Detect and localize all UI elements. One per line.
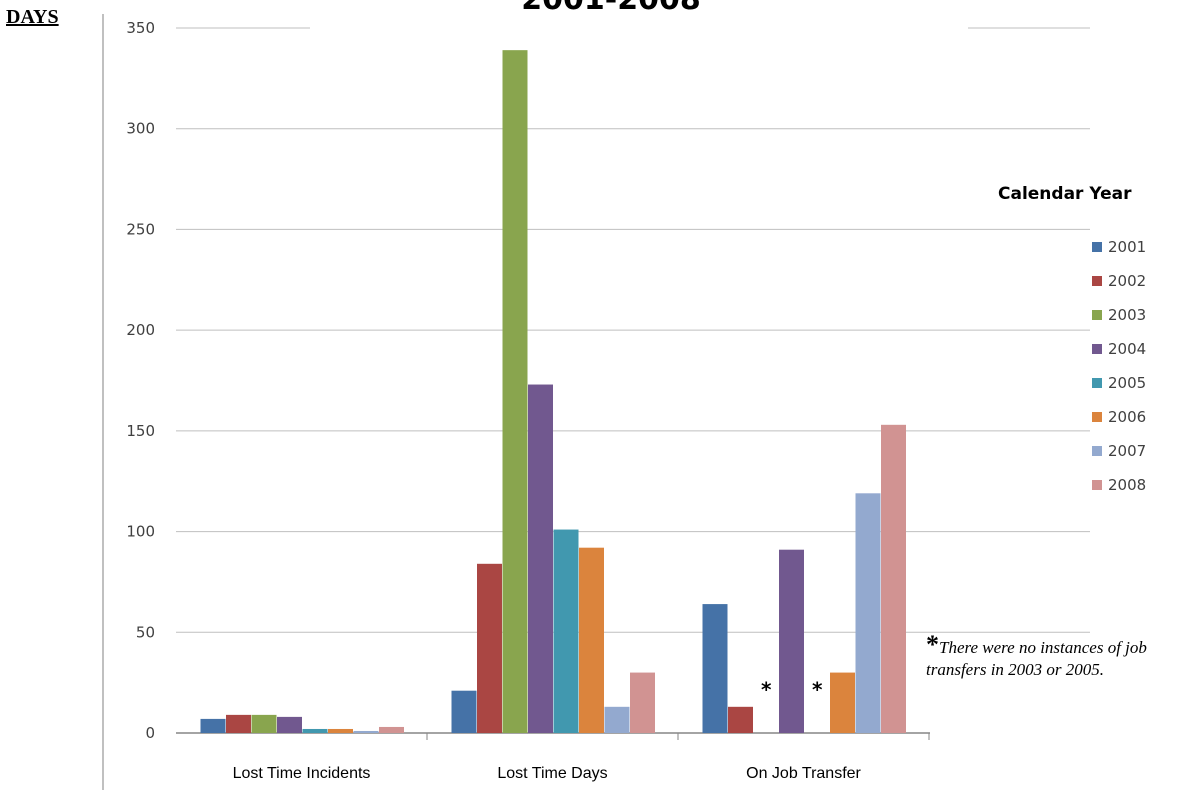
chart-title: 2001-2008 xyxy=(0,0,1182,17)
legend-item-2004: 2004 xyxy=(1092,332,1146,366)
bar-2002-1 xyxy=(226,714,251,733)
y-tick-label: 200 xyxy=(126,321,155,339)
bar-2001-2 xyxy=(451,690,477,733)
y-axis-label: DAYS xyxy=(6,6,59,28)
legend-swatch xyxy=(1092,480,1102,490)
bar-2005-2 xyxy=(553,529,579,733)
bar-2003-1 xyxy=(251,714,277,733)
bar-2006-2 xyxy=(579,547,604,733)
bar-2005-1 xyxy=(302,728,328,733)
bar-2008-3 xyxy=(881,424,906,733)
missing-data-star: * xyxy=(761,678,772,702)
y-tick-label: 350 xyxy=(126,19,155,37)
bar-2008-2 xyxy=(630,672,655,733)
legend-title: Calendar Year xyxy=(998,184,1132,204)
legend-label: 2005 xyxy=(1108,374,1147,392)
legend-swatch xyxy=(1092,344,1102,354)
legend-label: 2007 xyxy=(1108,442,1147,460)
legend-item-2002: 2002 xyxy=(1092,264,1146,298)
legend-label: 2001 xyxy=(1108,238,1147,256)
legend-item-2001: 2001 xyxy=(1092,230,1146,264)
bar-2002-3 xyxy=(728,706,753,733)
legend-swatch xyxy=(1092,378,1102,388)
legend-swatch xyxy=(1092,242,1102,252)
bar-2002-2 xyxy=(477,563,502,733)
y-tick-label: 50 xyxy=(136,623,155,641)
legend-item-2003: 2003 xyxy=(1092,298,1146,332)
legend-label: 2008 xyxy=(1108,476,1147,494)
bar-2008-1 xyxy=(379,726,404,733)
footnote: *There were no instances of job transfer… xyxy=(926,632,1176,681)
x-category-label: On Job Transfer xyxy=(746,765,861,782)
bar-2007-3 xyxy=(855,493,881,733)
bar-2006-1 xyxy=(328,728,353,733)
y-tick-label: 100 xyxy=(126,523,155,541)
legend-label: 2003 xyxy=(1108,306,1147,324)
legend-swatch xyxy=(1092,412,1102,422)
y-tick-label: 150 xyxy=(126,422,155,440)
legend: 2001 2002 2003 2004 2005 2006 2007 2008 xyxy=(1092,230,1146,502)
footnote-text: There were no instances of job transfers… xyxy=(926,638,1147,679)
legend-swatch xyxy=(1092,276,1102,286)
bar-2004-3 xyxy=(779,549,804,733)
legend-item-2007: 2007 xyxy=(1092,434,1146,468)
footnote-star: * xyxy=(926,630,939,659)
x-category-label: Lost Time Days xyxy=(497,765,607,782)
legend-label: 2002 xyxy=(1108,272,1147,290)
bar-2003-2 xyxy=(502,50,528,733)
bar-2001-3 xyxy=(702,604,728,733)
legend-item-2006: 2006 xyxy=(1092,400,1146,434)
legend-item-2005: 2005 xyxy=(1092,366,1146,400)
bar-2004-2 xyxy=(528,384,553,733)
bar-2006-3 xyxy=(830,672,855,733)
legend-item-2008: 2008 xyxy=(1092,468,1146,502)
y-tick-label: 250 xyxy=(126,220,155,238)
legend-label: 2004 xyxy=(1108,340,1147,358)
missing-data-star: * xyxy=(812,678,823,702)
bar-2001-1 xyxy=(200,718,226,733)
bar-2004-1 xyxy=(277,716,302,733)
bar-2007-2 xyxy=(604,706,630,733)
y-tick-label: 0 xyxy=(145,724,155,742)
bar-2007-1 xyxy=(353,730,379,733)
x-category-label: Lost Time Incidents xyxy=(233,765,371,782)
y-tick-label: 300 xyxy=(126,120,155,138)
legend-swatch xyxy=(1092,446,1102,456)
legend-swatch xyxy=(1092,310,1102,320)
legend-label: 2006 xyxy=(1108,408,1147,426)
